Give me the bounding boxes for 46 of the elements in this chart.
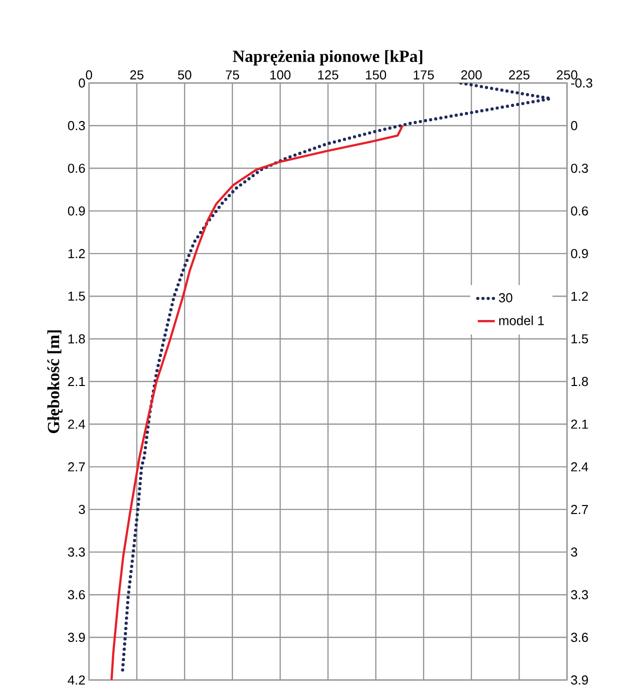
y2-tick-label: 0.3 <box>571 164 588 173</box>
y-tick-label: 0.3 <box>68 121 85 130</box>
y2-tick-label: 1.5 <box>572 334 588 344</box>
y2-tick-label: 3.6 <box>571 632 588 642</box>
y2-tick-label: 0.9 <box>571 248 588 258</box>
legend-label: model 1 <box>499 316 544 326</box>
y2-tick-label: 0 <box>571 121 578 130</box>
y2-tick-label: 3.9 <box>571 675 588 685</box>
x-tick-label: 200 <box>461 70 482 80</box>
y2-tick-label: 0.6 <box>571 206 588 216</box>
y2-tick-label: 1.8 <box>572 376 588 386</box>
y2-tick-label: 2.4 <box>571 462 588 472</box>
x-tick-label: 50 <box>178 70 192 80</box>
y2-tick-label: 1.2 <box>572 292 588 301</box>
y-tick-label: 2.1 <box>68 376 85 386</box>
y-tick-label: 1.8 <box>68 334 85 344</box>
x-tick-label: 150 <box>366 70 386 80</box>
y-tick-label: 3 <box>78 504 85 514</box>
y-tick-label: 2.7 <box>68 462 85 472</box>
y2-tick-label: 2.7 <box>571 504 588 514</box>
x-tick-label: 125 <box>318 70 338 80</box>
y2-tick-label: 3 <box>571 547 578 557</box>
x-tick-label: 75 <box>226 70 240 80</box>
y2-tick-label: 3.3 <box>571 590 588 600</box>
x-axis-title: Naprężenia pionowe [kPa] <box>232 50 422 66</box>
y-tick-label: 3.9 <box>68 632 85 642</box>
x-tick-label: 0 <box>86 70 92 80</box>
y-axis-title: Głębokość [m] <box>47 330 63 434</box>
x-tick-label: 25 <box>130 70 144 80</box>
y-tick-label: 1.5 <box>68 292 85 301</box>
x-tick-label: 250 <box>556 70 578 80</box>
y-tick-label: 3.3 <box>68 547 85 557</box>
y-tick-label: 1.2 <box>68 249 85 258</box>
y2-tick-label: -0.3 <box>571 78 592 88</box>
y2-tick-label: 2.1 <box>571 420 588 429</box>
x-tick-label: 100 <box>270 70 291 80</box>
line-series <box>110 124 404 680</box>
y-tick-label: 4.2 <box>68 675 85 685</box>
x-tick-label: 175 <box>414 70 434 80</box>
y-tick-label: 3.6 <box>68 590 85 600</box>
y-tick-label: 2.4 <box>68 420 86 429</box>
x-tick-label: 225 <box>509 70 530 80</box>
y-tick-label: 0 <box>78 78 85 88</box>
y-tick-label: 0.6 <box>68 164 85 173</box>
y-tick-label: 0.9 <box>68 206 85 216</box>
legend-label: 30 <box>498 293 512 302</box>
